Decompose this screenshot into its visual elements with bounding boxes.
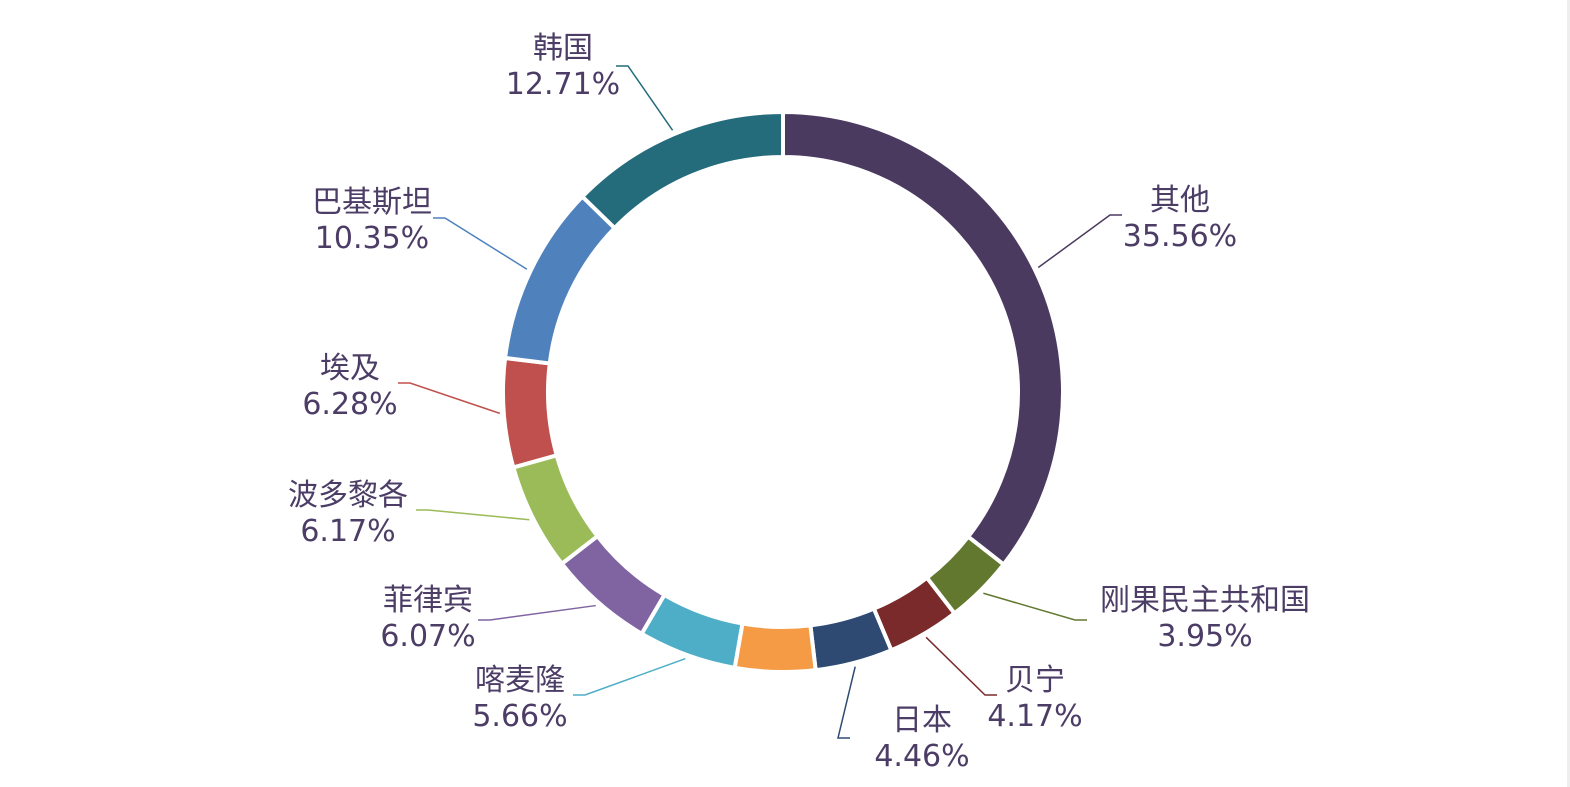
slice-8-value-label: 6.17% — [300, 514, 395, 549]
slice-3-label: 贝宁 — [1005, 663, 1065, 698]
leader-line-group — [398, 65, 1122, 739]
slice-10-leader-line — [433, 217, 528, 270]
right-edge-line — [1567, 0, 1570, 787]
slice-9 — [501, 355, 560, 470]
slice-7-leader-line — [478, 604, 596, 621]
slice-4 — [808, 606, 894, 673]
slice-8-label: 波多黎各 — [288, 478, 408, 513]
slice-10 — [502, 193, 618, 366]
slice-7-value-label: 6.07% — [380, 619, 475, 654]
slice-11-label: 韩国 — [533, 31, 593, 66]
slice-group — [501, 109, 1065, 674]
slice-1 — [781, 109, 1065, 568]
slice-9-value-label: 6.28% — [302, 387, 397, 422]
slice-10-value-label: 10.35% — [315, 221, 429, 256]
slice-9-label: 埃及 — [320, 351, 380, 386]
slice-1-value-label: 35.56% — [1123, 219, 1237, 254]
slice-4-leader-line — [837, 666, 856, 739]
slice-2-value-label: 3.95% — [1157, 619, 1252, 654]
slice-10-label: 巴基斯坦 — [312, 185, 432, 220]
slice-6-leader-line — [573, 657, 686, 696]
slice-6-value-label: 5.66% — [472, 699, 567, 734]
slice-2-label: 刚果民主共和国 — [1100, 583, 1310, 618]
slice-4-label: 日本 — [892, 703, 952, 738]
slice-6-label: 喀麦隆 — [475, 663, 565, 698]
slice-8 — [510, 452, 601, 567]
slice-8-leader-line — [416, 509, 530, 521]
slice-5 — [732, 621, 818, 674]
slice-1-label: 其他 — [1150, 183, 1210, 218]
slice-3-leader-line — [925, 636, 997, 696]
slice-11-leader-line — [616, 65, 674, 131]
slice-7-label: 菲律宾 — [383, 583, 473, 618]
slice-1-leader-line — [1037, 214, 1122, 269]
slice-2-leader-line — [983, 592, 1087, 621]
slice-11 — [579, 109, 785, 231]
slice-11-value-label: 12.71% — [506, 67, 620, 102]
slice-9-leader-line — [398, 382, 501, 415]
slice-3-value-label: 4.17% — [987, 699, 1082, 734]
slice-4-value-label: 4.46% — [874, 739, 969, 774]
